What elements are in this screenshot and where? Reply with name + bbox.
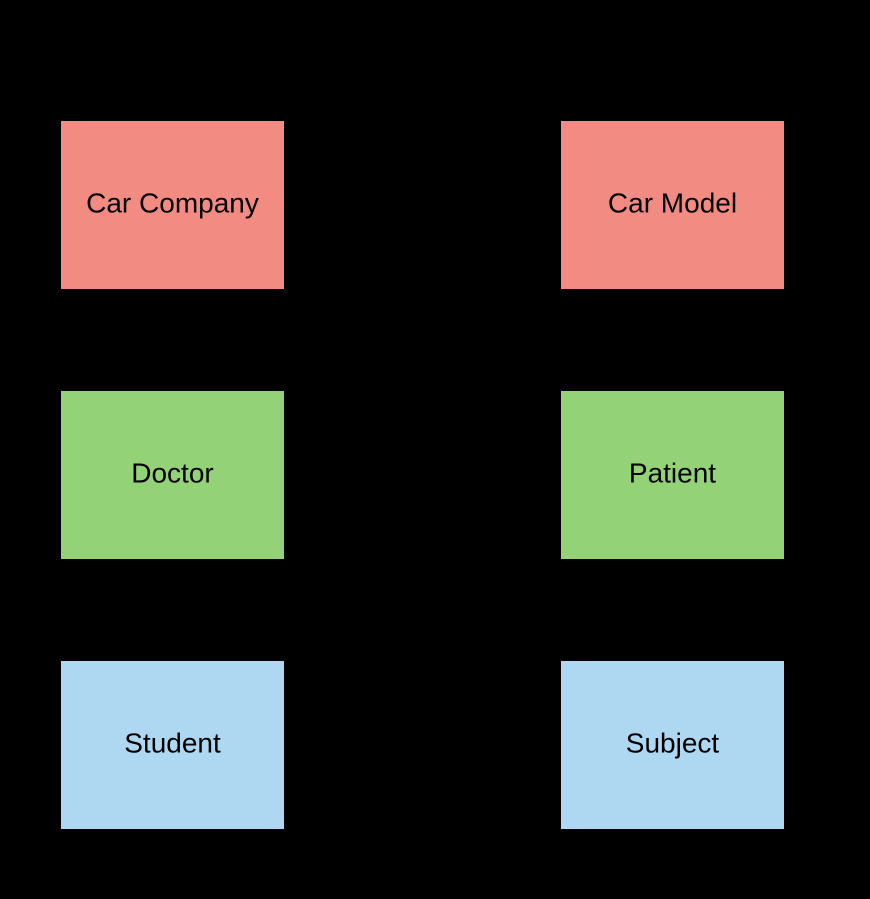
edge-right-multiplicity: N xyxy=(520,727,540,758)
node-label: Doctor xyxy=(131,457,213,488)
node-label: Car Company xyxy=(86,187,259,218)
edge-right-multiplicity: N xyxy=(520,187,540,218)
node-student: Student xyxy=(60,660,285,830)
node-car_company: Car Company xyxy=(60,120,285,290)
edge-left-multiplicity: 1 xyxy=(307,187,323,218)
node-subject: Subject xyxy=(560,660,785,830)
node-label: Student xyxy=(124,727,221,758)
node-car_model: Car Model xyxy=(560,120,785,290)
node-patient: Patient xyxy=(560,390,785,560)
edge-right-multiplicity: N xyxy=(520,457,540,488)
edge-left-multiplicity: N xyxy=(305,727,325,758)
node-label: Patient xyxy=(629,457,716,488)
node-label: Subject xyxy=(626,727,720,758)
node-label: Car Model xyxy=(608,187,737,218)
node-doctor: Doctor xyxy=(60,390,285,560)
edge-left-multiplicity: N xyxy=(305,457,325,488)
